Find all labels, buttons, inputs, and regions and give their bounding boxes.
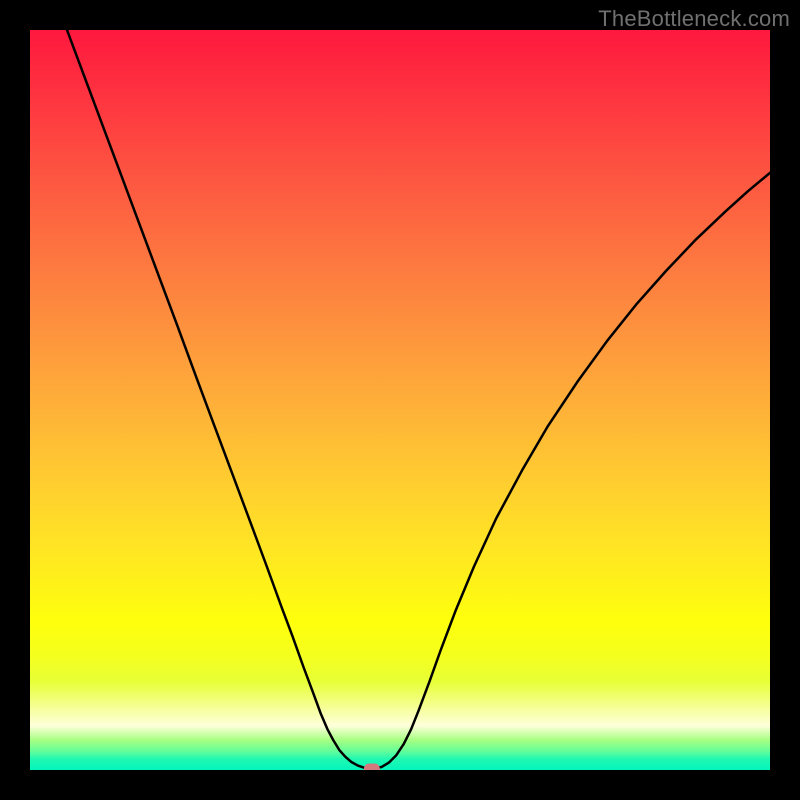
chart-container: TheBottleneck.com bbox=[0, 0, 800, 800]
bottleneck-chart bbox=[30, 30, 770, 770]
gradient-background bbox=[30, 30, 770, 770]
watermark-text: TheBottleneck.com bbox=[598, 6, 790, 32]
minimum-marker bbox=[364, 764, 380, 770]
